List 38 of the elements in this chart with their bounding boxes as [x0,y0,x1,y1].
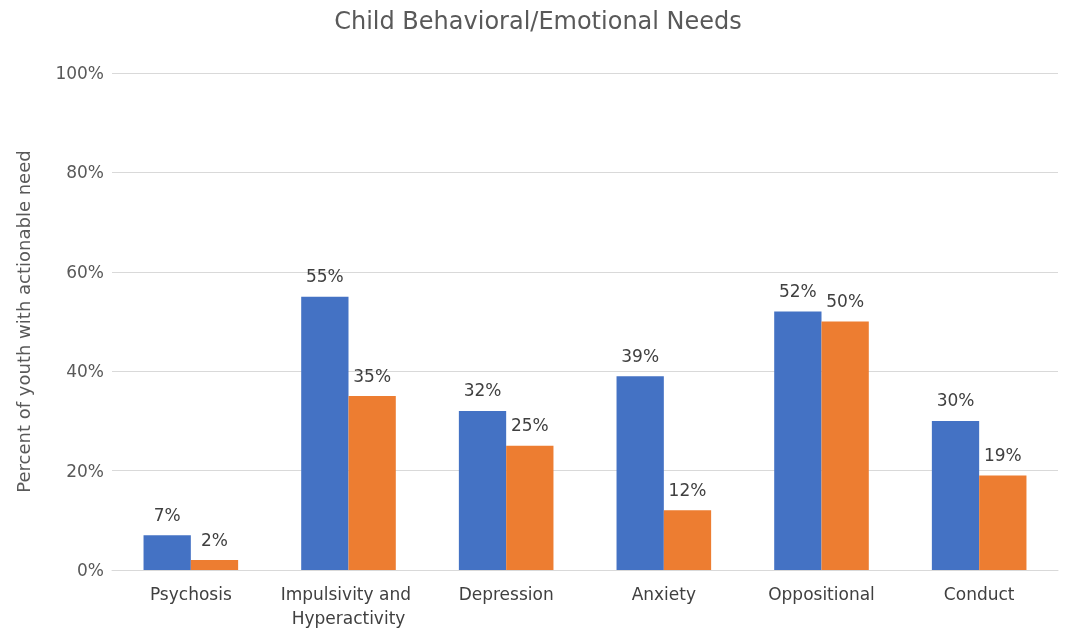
y-axis-title: Percent of youth with actionable need [12,150,34,493]
bar [774,311,822,570]
x-tick-label: Conduct [943,584,1015,604]
y-tick-label: 100% [55,63,104,83]
data-label: 52% [778,281,817,302]
data-label: 55% [305,266,344,287]
data-label: 39% [621,345,660,366]
data-label: 12% [668,479,707,500]
bar [663,510,712,570]
bar [143,535,191,570]
data-label: 35% [353,365,392,386]
bar [301,296,349,570]
x-tick-label: Impulsivity and Hyperactivity [280,584,417,628]
data-label: 7% [153,504,181,525]
x-tick-label: Anxiety [631,584,697,604]
data-label: 30% [936,390,975,411]
bar [821,321,869,570]
y-tick-label: 40% [66,361,104,382]
chart-title: Child Behavioral/Emotional Needs [334,7,742,35]
bar [506,445,554,570]
data-label: 50% [826,291,865,311]
x-tick-label: Psychosis [149,584,232,604]
data-label: 25% [510,415,549,436]
data-label: 32% [463,380,502,401]
bar [348,396,396,570]
bar [931,420,980,570]
y-tick-label: 20% [66,460,104,481]
y-tick-label: 0% [77,560,104,580]
bar [458,410,507,570]
data-label: 19% [983,445,1022,466]
bar [190,560,239,570]
y-tick-label: 80% [66,162,104,183]
y-tick-label: 60% [66,261,104,282]
x-tick-label: Depression [458,584,554,604]
bar [616,376,664,570]
data-label: 2% [200,529,228,550]
x-tick-label: Oppositional [768,584,875,604]
bar [979,475,1027,570]
